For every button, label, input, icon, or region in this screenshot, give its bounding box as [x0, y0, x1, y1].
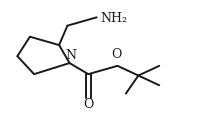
Text: N: N: [65, 49, 76, 62]
Text: NH₂: NH₂: [100, 11, 127, 24]
Text: O: O: [83, 98, 93, 111]
Text: O: O: [111, 48, 122, 61]
